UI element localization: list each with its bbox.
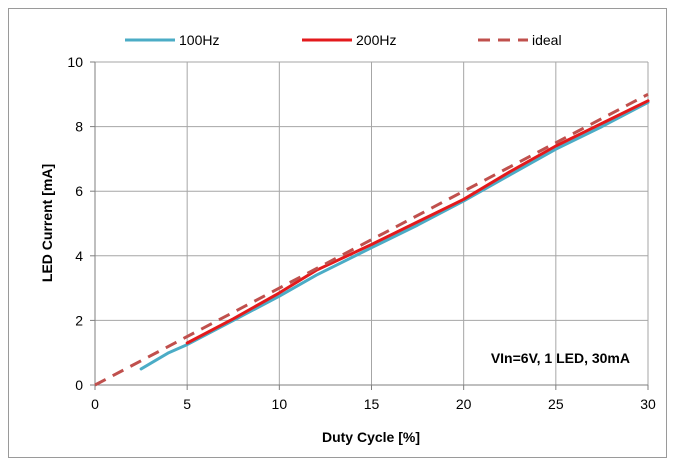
y-tick-label: 10 xyxy=(67,54,83,70)
grid xyxy=(95,61,649,385)
x-tick-label: 5 xyxy=(183,396,191,412)
x-tick-label: 0 xyxy=(91,396,99,412)
legend-label: 100Hz xyxy=(179,32,219,48)
series-line-ideal xyxy=(94,92,649,387)
x-axis-title: Duty Cycle [%] xyxy=(322,429,420,445)
axes xyxy=(90,61,649,390)
y-tick-label: 8 xyxy=(75,119,83,135)
x-tick-label: 30 xyxy=(640,396,656,412)
tick-labels: 0 5 10 15 20 25 30 0 2 4 6 8 10 xyxy=(67,54,656,412)
y-tick-label: 2 xyxy=(75,312,83,328)
chart-border xyxy=(8,8,667,458)
y-tick-label: 4 xyxy=(75,248,83,264)
legend: 100Hz 200Hz ideal xyxy=(125,32,562,48)
x-tick-label: 15 xyxy=(364,396,380,412)
series xyxy=(94,92,650,387)
series-line-200hz xyxy=(185,99,650,345)
x-tick-label: 20 xyxy=(456,396,472,412)
y-axis-title: LED Current [mA] xyxy=(39,164,55,282)
condition-annotation: VIn=6V, 1 LED, 30mA xyxy=(491,350,630,366)
y-tick-label: 6 xyxy=(75,183,83,199)
y-tick-label: 0 xyxy=(75,377,83,393)
series-line-100hz xyxy=(139,100,650,371)
legend-label: 200Hz xyxy=(356,32,396,48)
x-tick-label: 25 xyxy=(548,396,564,412)
x-tick-label: 10 xyxy=(272,396,288,412)
legend-label: ideal xyxy=(532,32,562,48)
